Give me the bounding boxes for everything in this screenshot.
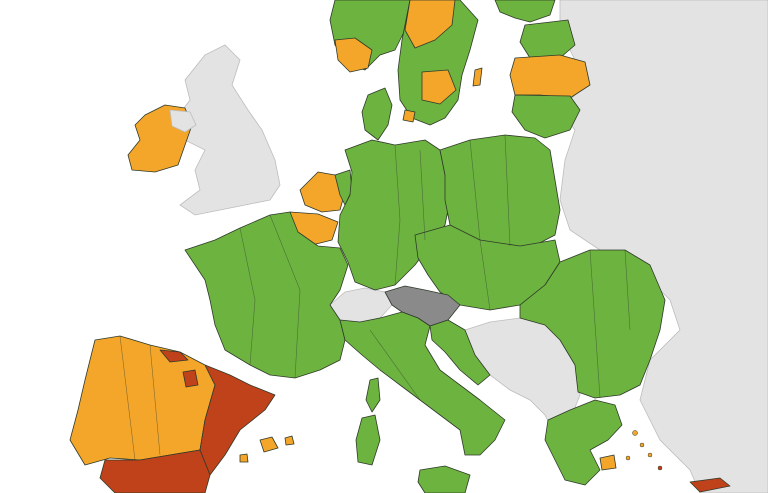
- greece-orange-island: [599, 454, 617, 471]
- slovenia-croatia: [429, 319, 491, 386]
- aegean-island-4: [625, 455, 631, 461]
- sweden-orange-north: [404, 0, 456, 49]
- northern-ireland: [169, 109, 197, 133]
- romania-bulgaria: [519, 249, 666, 399]
- spain-north-red: [159, 349, 189, 363]
- aegean-island-1: [632, 430, 638, 436]
- sweden-south-tip: [402, 109, 416, 123]
- poland: [439, 134, 561, 249]
- aegean-island-3: [647, 452, 653, 458]
- sicily: [417, 465, 471, 493]
- spain-central-red: [182, 369, 199, 388]
- crete: [689, 477, 731, 493]
- gotland: [472, 67, 483, 87]
- italy: [339, 311, 506, 456]
- sweden-orange-south: [421, 69, 457, 105]
- balearic-islands: [239, 435, 295, 463]
- lithuania: [511, 94, 581, 139]
- greece: [544, 399, 623, 486]
- sardinia: [355, 414, 381, 466]
- corsica: [365, 377, 381, 413]
- finland-baltics: [494, 0, 556, 23]
- latvia: [509, 54, 591, 99]
- denmark: [361, 87, 393, 141]
- internal-borders: [119, 134, 631, 461]
- spain-south: [99, 449, 211, 493]
- spain-east: [199, 364, 276, 476]
- estonia: [519, 19, 576, 59]
- norway-orange: [334, 37, 373, 73]
- aegean-island-5: [657, 465, 663, 471]
- aegean-island-2: [639, 442, 645, 448]
- benelux: [299, 171, 346, 213]
